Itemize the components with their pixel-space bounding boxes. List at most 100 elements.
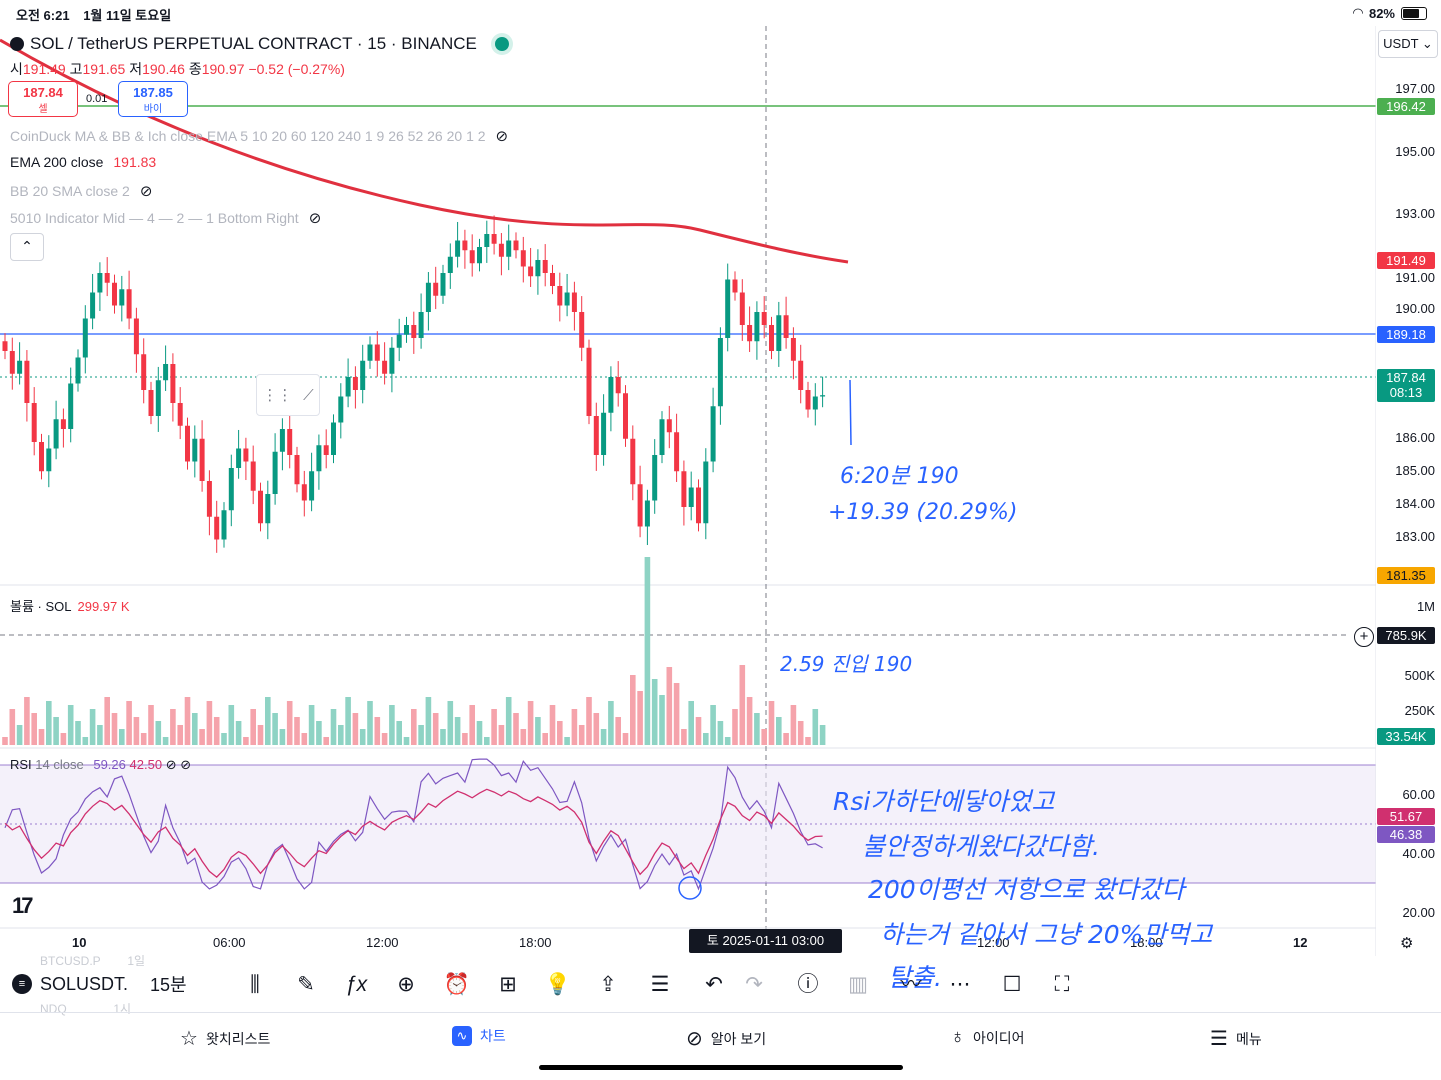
candle-body [31, 403, 37, 442]
candle-body [498, 243, 504, 257]
square-icon[interactable]: ☐ [1002, 973, 1022, 996]
nav-ideas[interactable]: ♁ 아이디어 [950, 1026, 1025, 1049]
replay-icon[interactable]: 〰 [900, 973, 922, 996]
drawing-toolbar[interactable]: ⋮⋮ ⟋ [256, 374, 320, 416]
sell-button[interactable]: 187.84 셀 [8, 81, 78, 117]
layout-grid-icon[interactable]: ⊞ [499, 973, 517, 996]
home-indicator [539, 1065, 903, 1070]
info-icon[interactable]: ⓘ [797, 973, 819, 996]
sell-price: 187.84 [23, 85, 63, 100]
volume-bar [24, 697, 30, 745]
nav-explore[interactable]: ⊘ 알아 보기 [686, 1026, 766, 1051]
indicator-bb[interactable]: BB 20 SMA close 2 ⊘ [10, 182, 152, 200]
drag-handle-icon[interactable]: ⋮⋮ [262, 387, 293, 404]
rsi-ma-value: 42.50 [129, 757, 163, 772]
price-tick: 197.00 [1395, 81, 1435, 96]
candle-body [747, 325, 753, 342]
volume-bar [586, 697, 592, 745]
hand-drawn-line [849, 379, 852, 446]
indicators-fx-icon[interactable]: ƒx [344, 973, 368, 996]
candle-body [163, 364, 169, 381]
status-time: 오전 6:21 [16, 8, 70, 23]
rsi-legend[interactable]: RSI 14 close 59.26 42.50 ⊘ ⊘ [10, 757, 191, 773]
volume-bar [206, 701, 213, 745]
data-window-icon[interactable]: ▥ [848, 973, 868, 996]
volume-bar [688, 701, 694, 745]
time-tick: 18:00 [1130, 935, 1163, 950]
indicator-name: EMA 200 close [10, 154, 104, 170]
candle-body [798, 360, 804, 390]
eye-hidden-icon[interactable]: ⊘ [495, 128, 509, 145]
candle-body [243, 448, 249, 462]
candle-body [732, 279, 738, 293]
currency-value: USDT [1383, 36, 1419, 51]
buy-button[interactable]: 187.85 바이 [118, 81, 188, 117]
nav-label: 아이디어 [973, 1029, 1025, 1046]
volume-bar [608, 701, 614, 745]
nav-menu[interactable]: ☰ 메뉴 [1210, 1026, 1262, 1051]
volume-bar [761, 729, 767, 745]
volume-bar [476, 721, 483, 745]
add-alert-icon[interactable]: + [1354, 627, 1374, 647]
eye-hidden-icon[interactable]: ⊘ ⊘ [165, 757, 192, 772]
annotation-rsi-2: 불안정하게왔다갔다함. [862, 832, 1100, 861]
volume-bar [432, 713, 439, 745]
trading-panel-icon[interactable]: ☰ [650, 973, 670, 996]
indicator-ema[interactable]: EMA 200 close 191.83 [10, 154, 156, 170]
interval-selector[interactable]: 15분 [150, 975, 187, 995]
lightbulb-icon[interactable]: 💡 [544, 973, 572, 996]
redo-icon[interactable]: ↷ [745, 973, 763, 996]
indicator-5010[interactable]: 5010 Indicator Mid — 4 — 2 — 1 Bottom Ri… [10, 209, 321, 227]
candle-body [272, 451, 278, 494]
candle-body [352, 377, 358, 390]
candle-body [696, 487, 701, 524]
trendline-icon[interactable]: ⟋ [303, 386, 314, 404]
pen-icon[interactable]: ✎ [297, 973, 315, 996]
ghost-symbol: BTCUSD.P [40, 954, 101, 968]
volume-bar [703, 733, 709, 745]
settings-gear-icon[interactable]: ⚙ [1400, 935, 1414, 952]
ema-200-line [0, 38, 849, 264]
volume-bar [520, 729, 527, 745]
alarm-icon[interactable]: ⏰ [443, 973, 471, 996]
nav-watchlist[interactable]: ☆ 왓치리스트 [180, 1026, 270, 1051]
candle-body [221, 510, 227, 540]
candle-body [725, 279, 731, 338]
time-tick: 18:00 [519, 935, 552, 950]
eye-hidden-icon[interactable]: ⊘ [139, 183, 153, 200]
eye-hidden-icon[interactable]: ⊘ [308, 210, 322, 227]
price-tick: 193.00 [1395, 206, 1435, 221]
nav-chart[interactable]: ∿ 차트 [452, 1026, 506, 1046]
indicator-coinduck[interactable]: CoinDuck MA & BB & Ich close EMA 5 10 20… [10, 127, 508, 145]
candle-body [805, 390, 811, 410]
candles-icon[interactable]: ⫼ [250, 973, 260, 996]
candle-body [783, 315, 789, 338]
price-chart[interactable] [0, 26, 1376, 956]
add-icon[interactable]: ⊕ [397, 973, 415, 996]
symbol-title[interactable]: SOL / TetherUS PERPETUAL CONTRACT · 15 ·… [10, 34, 509, 54]
price-tick: 184.00 [1395, 496, 1435, 511]
volume-bar [557, 721, 563, 745]
candle-body [630, 438, 636, 485]
candle-body [688, 487, 694, 507]
volume-legend[interactable]: 볼륨 · SOL 299.97 K [10, 596, 130, 615]
annotation-profit: +19.39 (20.29%) [828, 500, 1018, 525]
share-icon[interactable]: ⇪ [599, 973, 617, 996]
currency-select[interactable]: USDT ⌄ [1378, 30, 1438, 58]
open-label: 시 [10, 61, 23, 77]
coin-icon: ≡ [12, 974, 32, 994]
more-icon[interactable]: ⋯ [949, 973, 971, 996]
volume-bar [2, 737, 8, 745]
collapse-indicators-button[interactable]: ⌃ [10, 233, 44, 261]
candle-body [185, 425, 190, 462]
volume-bar [593, 713, 600, 745]
candle-body [236, 448, 242, 468]
fullscreen-icon[interactable]: ⛶ [1054, 973, 1070, 996]
candle-body [126, 289, 132, 319]
candle-body [374, 344, 380, 361]
volume-bar [776, 717, 782, 745]
candle-body [309, 471, 315, 501]
undo-icon[interactable]: ↶ [705, 973, 723, 996]
symbol-selector[interactable]: ≡ SOLUSDT. 15분 [12, 971, 187, 997]
last-price: 187.84 [1386, 370, 1426, 385]
